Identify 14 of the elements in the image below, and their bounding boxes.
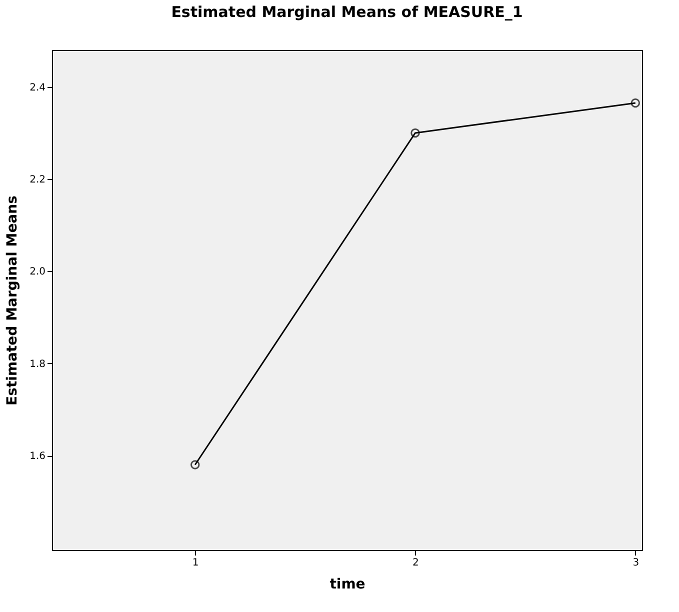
x-tick-label: 2 xyxy=(412,558,419,568)
y-tick-label: 2.2 xyxy=(30,174,46,186)
x-tick-label: 1 xyxy=(192,558,199,568)
chart-title: Estimated Marginal Means of MEASURE_1 xyxy=(171,3,523,21)
y-axis-title: Estimated Marginal Means xyxy=(4,196,21,406)
y-tick-label: 2.4 xyxy=(30,82,46,94)
y-tick-label: 2.0 xyxy=(30,266,46,278)
point xyxy=(410,128,420,138)
x-tick-label: 3 xyxy=(632,558,640,568)
point xyxy=(190,460,200,470)
y-tick-label: 1.6 xyxy=(30,451,46,462)
x-axis-title: time xyxy=(330,576,366,592)
point xyxy=(630,98,640,108)
y-tick-label: 1.8 xyxy=(30,358,46,370)
